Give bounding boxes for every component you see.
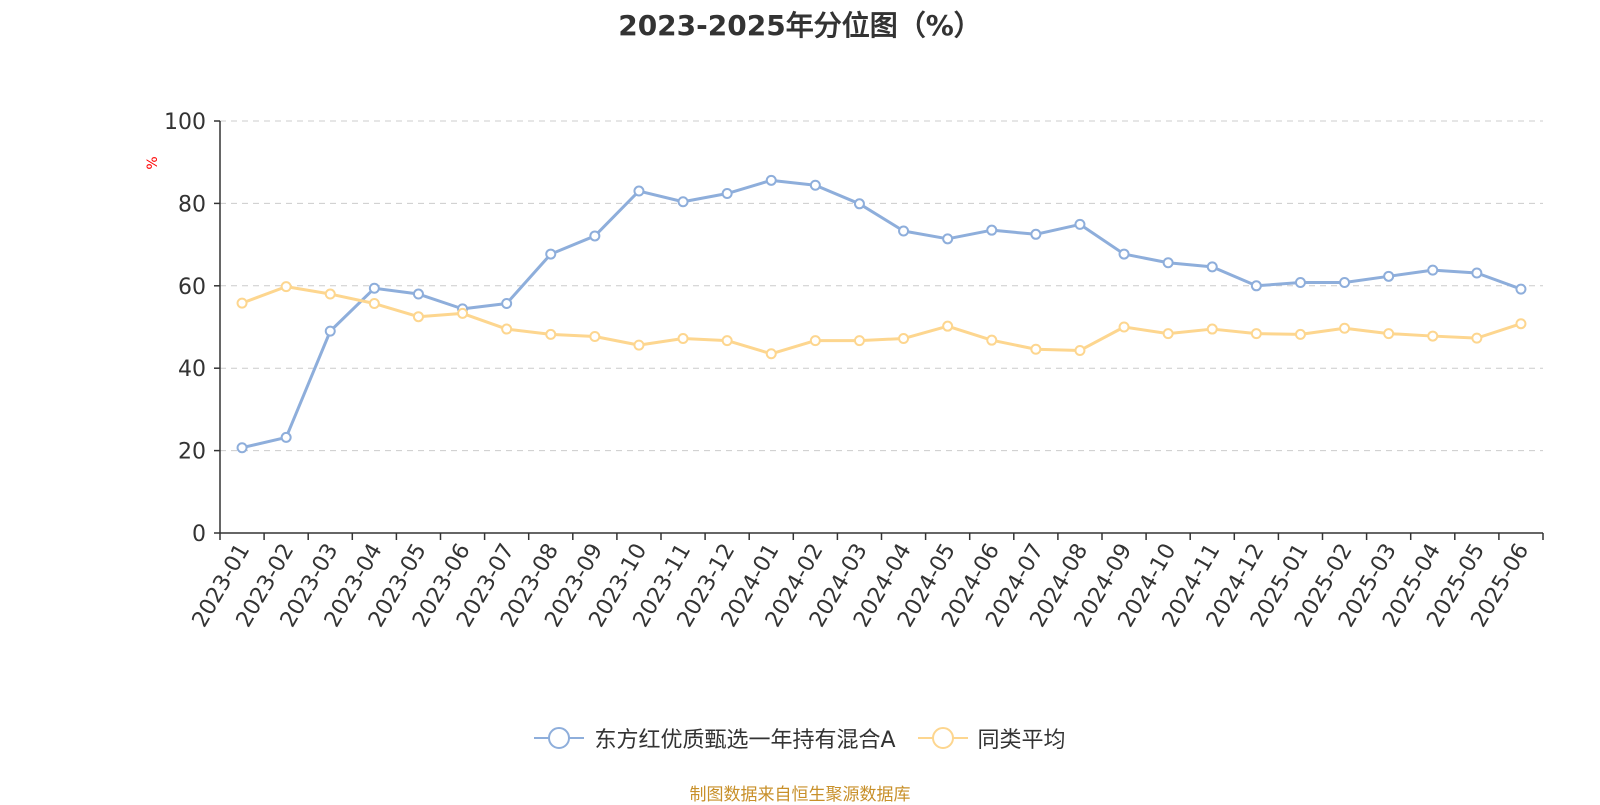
- series-line: [241, 285, 1522, 356]
- data-point[interactable]: [986, 334, 998, 346]
- data-point[interactable]: [765, 174, 777, 186]
- data-point[interactable]: [1471, 332, 1483, 344]
- data-point[interactable]: [1294, 277, 1306, 289]
- data-point[interactable]: [545, 328, 557, 340]
- data-point[interactable]: [501, 323, 513, 335]
- data-point[interactable]: [1206, 261, 1218, 273]
- data-point[interactable]: [236, 442, 248, 454]
- data-point[interactable]: [412, 288, 424, 300]
- data-point[interactable]: [853, 198, 865, 210]
- data-point[interactable]: [457, 307, 469, 319]
- data-point[interactable]: [368, 298, 380, 310]
- data-point[interactable]: [1515, 318, 1527, 330]
- data-point[interactable]: [368, 282, 380, 294]
- legend-label-series-1: 东方红优质甄选一年持有混合A: [594, 728, 896, 753]
- y-tick-label: 20: [178, 440, 206, 465]
- data-point[interactable]: [721, 188, 733, 200]
- data-point[interactable]: [1339, 277, 1351, 289]
- series-2: [236, 281, 1527, 360]
- data-point[interactable]: [589, 330, 601, 342]
- data-point[interactable]: [1427, 264, 1439, 276]
- y-tick-label: 60: [178, 275, 206, 300]
- data-point[interactable]: [809, 179, 821, 191]
- legend-item-series-1[interactable]: 东方红优质甄选一年持有混合A: [534, 722, 896, 754]
- data-source-note: 制图数据来自恒生聚源数据库: [689, 785, 911, 805]
- axes: 0204060801002023-012023-022023-032023-04…: [164, 110, 1544, 632]
- data-point[interactable]: [1118, 248, 1130, 260]
- data-point[interactable]: [898, 225, 910, 237]
- data-point[interactable]: [1030, 228, 1042, 240]
- legend-marker-series-2: [917, 727, 968, 749]
- data-point[interactable]: [677, 196, 689, 208]
- data-point[interactable]: [1383, 270, 1395, 282]
- data-point[interactable]: [501, 298, 513, 310]
- data-point[interactable]: [942, 233, 954, 245]
- data-point[interactable]: [986, 224, 998, 236]
- data-point[interactable]: [942, 320, 954, 332]
- data-point[interactable]: [1118, 321, 1130, 333]
- data-point[interactable]: [1427, 330, 1439, 342]
- data-point[interactable]: [1250, 328, 1262, 340]
- y-axis-unit-label: %: [145, 156, 161, 169]
- data-point[interactable]: [1030, 343, 1042, 355]
- data-point[interactable]: [853, 335, 865, 347]
- series-1: [236, 174, 1527, 454]
- data-point[interactable]: [1339, 322, 1351, 334]
- chart-title: 2023-2025年分位图（%）: [618, 9, 982, 42]
- data-point[interactable]: [1250, 280, 1262, 292]
- y-tick-label: 100: [164, 110, 206, 135]
- series-line: [241, 178, 1522, 450]
- data-point[interactable]: [1162, 328, 1174, 340]
- data-point[interactable]: [1074, 218, 1086, 230]
- data-point[interactable]: [677, 333, 689, 345]
- data-point[interactable]: [633, 339, 645, 351]
- data-point[interactable]: [1471, 267, 1483, 279]
- data-point[interactable]: [236, 297, 248, 309]
- grid-lines: [220, 120, 1543, 452]
- data-point[interactable]: [589, 230, 601, 242]
- y-tick-label: 80: [178, 192, 206, 217]
- data-point[interactable]: [280, 431, 292, 443]
- legend: 东方红优质甄选一年持有混合A 同类平均: [0, 722, 1600, 754]
- data-point[interactable]: [809, 335, 821, 347]
- data-point[interactable]: [412, 311, 424, 323]
- y-tick-label: 0: [192, 522, 206, 547]
- legend-marker-series-1: [534, 727, 585, 749]
- data-point[interactable]: [1206, 323, 1218, 335]
- data-point[interactable]: [1515, 283, 1527, 295]
- data-point[interactable]: [1074, 344, 1086, 356]
- data-point[interactable]: [765, 348, 777, 360]
- data-point[interactable]: [721, 335, 733, 347]
- data-point[interactable]: [898, 333, 910, 345]
- y-tick-label: 40: [178, 357, 206, 382]
- data-point[interactable]: [1294, 328, 1306, 340]
- data-point[interactable]: [324, 288, 336, 300]
- data-point[interactable]: [280, 281, 292, 293]
- legend-label-series-2: 同类平均: [977, 728, 1066, 753]
- data-point[interactable]: [1383, 328, 1395, 340]
- data-point[interactable]: [1162, 257, 1174, 269]
- data-point[interactable]: [633, 185, 645, 197]
- legend-item-series-2[interactable]: 同类平均: [917, 722, 1066, 754]
- series-lines: [236, 174, 1527, 454]
- data-point[interactable]: [324, 325, 336, 337]
- data-point[interactable]: [545, 248, 557, 260]
